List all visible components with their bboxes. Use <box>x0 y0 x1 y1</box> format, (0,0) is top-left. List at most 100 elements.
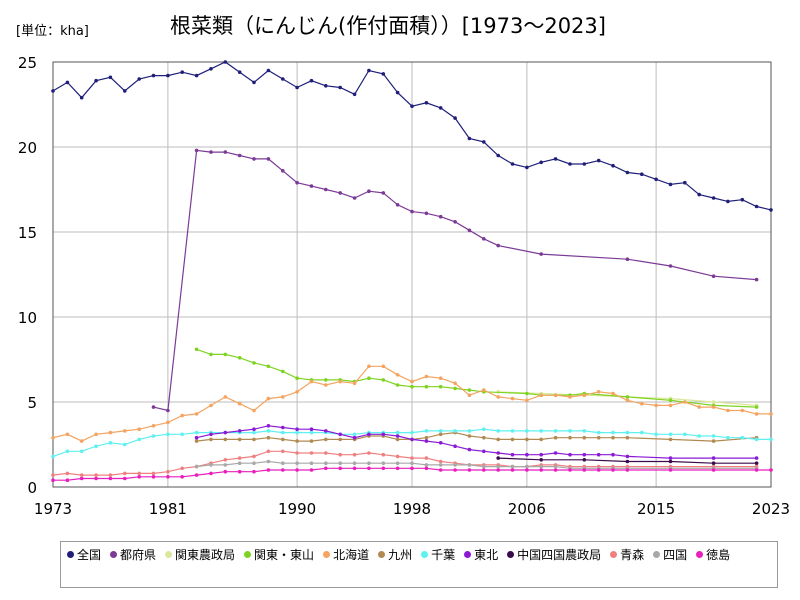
data-point <box>395 203 400 207</box>
data-point <box>525 398 529 403</box>
data-point <box>539 393 543 398</box>
data-point <box>367 376 371 381</box>
data-point <box>123 442 127 447</box>
data-point <box>151 475 156 479</box>
data-point <box>596 468 601 472</box>
data-point <box>424 429 429 433</box>
data-point <box>309 468 314 472</box>
data-point <box>496 153 501 158</box>
data-point <box>381 364 386 369</box>
data-point <box>338 452 343 457</box>
data-point <box>395 90 400 95</box>
data-point <box>338 191 343 195</box>
legend-marker <box>165 551 173 558</box>
data-point <box>123 89 127 93</box>
data-point <box>711 461 716 466</box>
data-point <box>740 435 745 440</box>
data-point <box>237 469 242 474</box>
series-0 <box>51 60 773 212</box>
data-point <box>410 461 414 466</box>
data-point <box>266 157 271 161</box>
legend-label: 全国 <box>77 547 102 562</box>
data-point <box>352 435 357 440</box>
data-point <box>237 461 242 466</box>
data-point <box>367 189 371 193</box>
data-point <box>482 237 486 241</box>
data-point <box>438 429 443 433</box>
data-point <box>553 464 558 469</box>
data-point <box>309 78 314 83</box>
data-point <box>496 395 501 399</box>
data-point <box>295 390 299 394</box>
data-point <box>65 80 70 85</box>
data-point <box>625 257 630 262</box>
data-point <box>166 73 170 78</box>
data-point <box>395 437 400 442</box>
data-point <box>424 374 429 379</box>
legend-marker <box>244 551 252 558</box>
data-point <box>438 432 443 437</box>
legend-label: 都府県 <box>120 547 157 562</box>
data-point <box>539 468 543 472</box>
data-point <box>194 435 199 440</box>
chart-title: 根菜類（にんじん(作付面積））[1973〜2023] <box>170 14 606 38</box>
legend-label: 千葉 <box>431 547 456 562</box>
data-point <box>510 468 515 472</box>
y-tick-label: 15 <box>18 224 37 242</box>
data-point <box>539 429 543 433</box>
data-point <box>395 461 400 466</box>
data-point <box>510 452 515 457</box>
y-tick-label: 20 <box>18 139 37 157</box>
data-point <box>582 429 587 433</box>
data-point <box>309 430 314 435</box>
legend-item: 四国 <box>653 545 687 565</box>
data-point <box>453 386 457 391</box>
data-point <box>51 435 55 440</box>
legend-marker <box>67 551 74 558</box>
data-point <box>496 468 501 472</box>
data-point <box>539 458 543 462</box>
data-point <box>151 73 156 78</box>
data-point <box>252 361 256 365</box>
data-point <box>640 430 644 435</box>
data-point <box>754 204 759 209</box>
data-point <box>395 454 400 459</box>
data-point <box>309 451 314 455</box>
data-point <box>252 461 256 466</box>
data-point <box>137 427 141 432</box>
data-point <box>711 400 716 404</box>
legend-label: 四国 <box>663 547 688 562</box>
data-point <box>352 432 357 437</box>
data-point <box>568 429 572 433</box>
data-point <box>539 252 543 256</box>
data-point <box>338 432 343 437</box>
legend-item: 青森 <box>610 545 644 565</box>
data-point <box>467 468 472 472</box>
data-point <box>410 430 414 435</box>
data-point <box>295 180 299 185</box>
plot-frame <box>52 61 772 488</box>
data-point <box>711 196 716 200</box>
data-point <box>726 435 730 440</box>
data-point <box>51 478 55 483</box>
data-point <box>123 429 127 433</box>
data-point <box>79 95 84 100</box>
data-point <box>281 169 285 173</box>
data-point <box>79 439 84 443</box>
series-line <box>196 431 757 442</box>
series-8 <box>496 456 759 466</box>
data-point <box>352 92 357 97</box>
data-point <box>151 471 156 476</box>
data-point <box>482 140 486 144</box>
series-line <box>196 425 757 459</box>
data-point <box>223 352 228 357</box>
data-point <box>281 425 285 430</box>
data-point <box>668 403 673 408</box>
data-point <box>596 430 601 435</box>
data-point <box>166 408 170 413</box>
x-tick-label: 1998 <box>393 500 431 518</box>
data-point <box>668 456 673 460</box>
data-point <box>740 197 745 202</box>
data-point <box>482 435 486 440</box>
data-point <box>582 435 587 440</box>
